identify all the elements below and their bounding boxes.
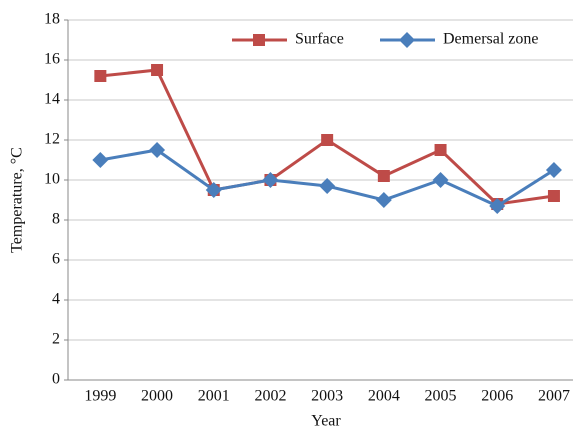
x-tick-label: 2006 bbox=[481, 388, 513, 405]
data-point bbox=[262, 172, 279, 188]
x-axis-title: Year bbox=[311, 413, 341, 430]
legend-label: Demersal zone bbox=[443, 31, 539, 48]
legend-label: Surface bbox=[295, 31, 344, 48]
data-point bbox=[375, 192, 392, 208]
data-point bbox=[489, 198, 506, 214]
y-tick-label: 2 bbox=[52, 331, 60, 348]
x-tick-label: 2005 bbox=[425, 388, 457, 405]
legend-marker bbox=[253, 34, 265, 46]
data-point bbox=[94, 70, 107, 82]
y-tick-label: 18 bbox=[44, 11, 60, 28]
x-tick-label: 2003 bbox=[311, 388, 343, 405]
data-point bbox=[319, 178, 336, 194]
data-point bbox=[92, 152, 109, 168]
data-point bbox=[377, 170, 390, 182]
x-tick-label: 2007 bbox=[538, 388, 570, 405]
data-point bbox=[545, 162, 562, 178]
data-point bbox=[149, 142, 166, 158]
data-point bbox=[547, 190, 560, 202]
legend-marker bbox=[399, 32, 415, 48]
data-point bbox=[151, 64, 164, 76]
y-tick-label: 10 bbox=[44, 171, 60, 188]
x-tick-label: 1999 bbox=[84, 388, 116, 405]
y-tick-label: 16 bbox=[44, 51, 60, 68]
data-point bbox=[434, 144, 447, 156]
x-tick-label: 2004 bbox=[368, 388, 400, 405]
y-tick-label: 12 bbox=[44, 131, 60, 148]
y-tick-label: 14 bbox=[44, 91, 60, 108]
x-tick-label: 2001 bbox=[198, 388, 230, 405]
x-tick-label: 2002 bbox=[254, 388, 286, 405]
y-tick-label: 0 bbox=[52, 371, 60, 388]
data-point bbox=[321, 134, 334, 146]
y-axis-title: Temperature, °C bbox=[9, 147, 26, 253]
y-tick-label: 6 bbox=[52, 251, 60, 268]
y-tick-label: 4 bbox=[52, 291, 60, 308]
data-point bbox=[205, 182, 222, 198]
x-tick-label: 2000 bbox=[141, 388, 173, 405]
data-point bbox=[432, 172, 449, 188]
y-tick-label: 8 bbox=[52, 211, 60, 228]
